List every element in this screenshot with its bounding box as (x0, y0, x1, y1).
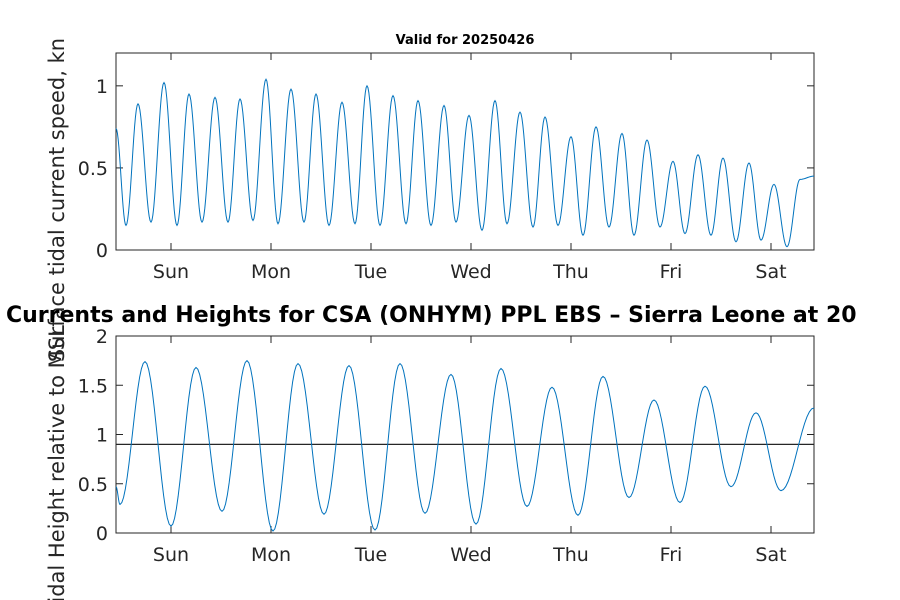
y-tick-label: 0 (96, 240, 108, 262)
x-tick-label-sun: Sun (153, 544, 189, 566)
main-chart-title: Currents and Heights for CSA (ONHYM) PPL… (6, 303, 857, 328)
y-tick-label: 0.5 (78, 158, 108, 180)
y-tick-label: 0.5 (78, 474, 108, 496)
y-tick-label: 1.5 (78, 375, 108, 397)
x-tick-label-wed: Wed (450, 544, 491, 566)
y-tick-label: 0 (96, 523, 108, 545)
x-tick-label-tue: Tue (354, 544, 387, 566)
y-tick-label: 1 (96, 425, 108, 447)
tidal-height-axes: 0 0.5 1 1.5 2 Sun Mon Tue Wed Thu Fri Sat (78, 326, 815, 566)
y-tick-label: 1 (96, 76, 108, 98)
current-speed-axes: 0 0.5 1 Sun Mon Tue Wed Thu Fri Sat (78, 52, 815, 283)
x-tick-label-thu: Thu (552, 544, 589, 566)
x-tick-label-fri: Fri (660, 261, 683, 283)
y-tick-label: 2 (96, 326, 108, 348)
current-speed-axis-label: Surface tidal current speed, kn (45, 38, 69, 362)
tidal-height-series-line (115, 359, 815, 532)
current-speed-plot-area (115, 52, 815, 251)
x-tick-label-mon: Mon (251, 544, 291, 566)
x-tick-label-mon: Mon (251, 261, 291, 283)
tidal-height-plot-area (115, 335, 815, 534)
x-tick-label-thu: Thu (552, 261, 589, 283)
x-tick-label-wed: Wed (450, 261, 491, 283)
current-speed-series-line (115, 78, 815, 248)
x-tick-label-sat: Sat (755, 544, 786, 566)
x-tick-label-sun: Sun (153, 261, 189, 283)
x-tick-label-fri: Fri (660, 544, 683, 566)
tidal-height-axis-label: Tidal Height relative to MSL (45, 325, 69, 600)
x-tick-label-sat: Sat (755, 261, 786, 283)
small-chart-title: Valid for 20250426 (396, 33, 535, 48)
x-tick-label-tue: Tue (354, 261, 387, 283)
